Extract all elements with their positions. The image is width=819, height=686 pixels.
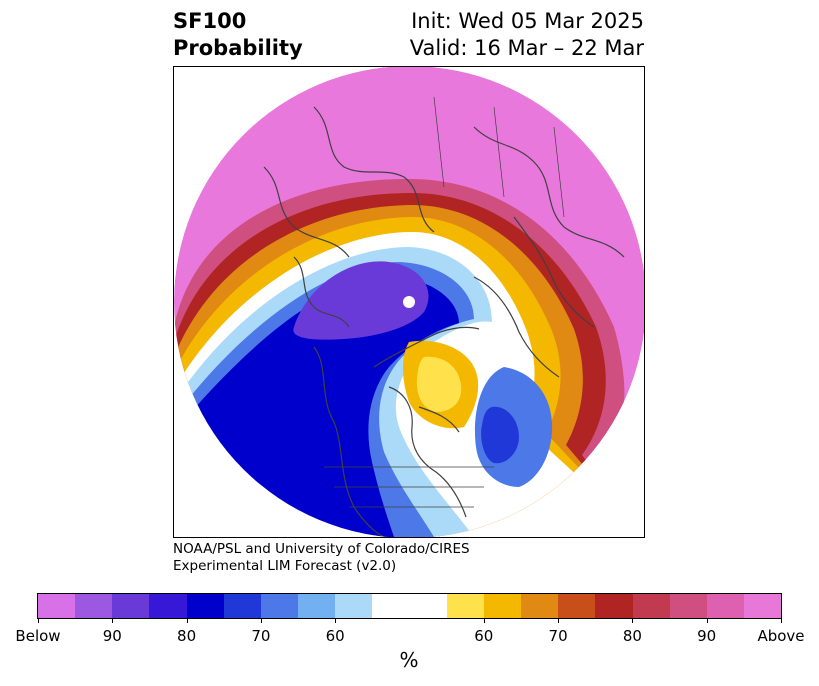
colorbar-tick-label: 60 <box>325 627 345 645</box>
colorbar-segment <box>632 594 670 618</box>
arctic-yellow-region <box>416 356 462 412</box>
forecast-map <box>174 67 644 537</box>
purple-core <box>293 261 429 340</box>
state-borders <box>324 466 494 508</box>
coastline <box>473 276 560 378</box>
colorbar-tick-label: Above <box>757 627 805 645</box>
colorbar-segment <box>149 594 187 618</box>
colorbar-tick-mark <box>186 618 188 623</box>
coastline <box>513 216 595 328</box>
atlantic-dark-core <box>481 406 519 464</box>
country-borders <box>433 96 565 218</box>
colorbar-tick-mark <box>335 618 337 623</box>
colorbar-tick-mark <box>632 618 634 623</box>
colorbar-tick-mark <box>260 618 262 623</box>
colorbar <box>37 593 782 619</box>
coastline <box>293 256 350 328</box>
colorbar-segment <box>743 594 782 618</box>
colorbar-segment <box>38 594 76 618</box>
variable-title: SF100 <box>173 9 247 33</box>
coastline <box>313 346 385 537</box>
coastline <box>418 406 460 433</box>
colorbar-segment <box>558 594 596 618</box>
probability-field <box>174 67 644 537</box>
map-panel <box>173 66 645 538</box>
colorbar-segment <box>335 594 373 618</box>
credit-line-1: NOAA/PSL and University of Colorado/CIRE… <box>173 541 470 557</box>
colorbar-segment <box>223 594 261 618</box>
colorbar-segment <box>483 594 522 618</box>
coastline <box>473 126 625 258</box>
colorbar-tick-mark <box>112 618 114 623</box>
credit-line-2: Experimental LIM Forecast (v2.0) <box>173 558 397 574</box>
chart-title: SF100 Probability <box>173 8 303 62</box>
coastline <box>263 166 350 258</box>
colorbar-segment <box>669 594 707 618</box>
colorbar-segment <box>260 594 299 618</box>
variable-subtitle: Probability <box>173 36 303 60</box>
colorbar-segment <box>186 594 224 618</box>
colorbar-segment <box>409 594 447 618</box>
colorbar-unit-label: % <box>399 648 419 672</box>
colorbar-tick-label: 70 <box>251 627 271 645</box>
coastline <box>373 326 480 368</box>
colorbar-tick-mark <box>706 618 708 623</box>
colorbar-segment <box>706 594 744 618</box>
colorbar-tick-label: 90 <box>697 627 717 645</box>
credit-text: NOAA/PSL and University of Colorado/CIRE… <box>173 541 470 575</box>
colorbar-segment <box>112 594 150 618</box>
colorbar-segment <box>75 594 113 618</box>
colorbar-tick-label: 90 <box>102 627 122 645</box>
colorbar-tick-label: 80 <box>177 627 197 645</box>
forecast-dates: Init: Wed 05 Mar 2025 Valid: 16 Mar – 22… <box>410 8 644 62</box>
valid-range: Valid: 16 Mar – 22 Mar <box>409 36 644 60</box>
colorbar-segment <box>521 594 559 618</box>
colorbar-tick-label: 70 <box>548 627 568 645</box>
colorbar-segment <box>372 594 410 618</box>
coastline <box>388 386 467 518</box>
colorbar-segment <box>595 594 633 618</box>
coastlines <box>263 96 625 537</box>
colorbar-tick-mark <box>781 618 782 623</box>
colorbar-segment <box>446 594 484 618</box>
colorbar-tick-mark <box>38 618 39 623</box>
colorbar-tick-mark <box>558 618 560 623</box>
coastline <box>313 106 435 233</box>
colorbar-tick-label: Below <box>15 627 61 645</box>
colorbar-tick-mark <box>483 618 485 623</box>
init-date: Init: Wed 05 Mar 2025 <box>411 9 644 33</box>
colorbar-tick-label: 60 <box>474 627 494 645</box>
north-pole-marker <box>403 296 415 308</box>
colorbar-segment <box>298 594 336 618</box>
colorbar-tick-label: 80 <box>622 627 642 645</box>
